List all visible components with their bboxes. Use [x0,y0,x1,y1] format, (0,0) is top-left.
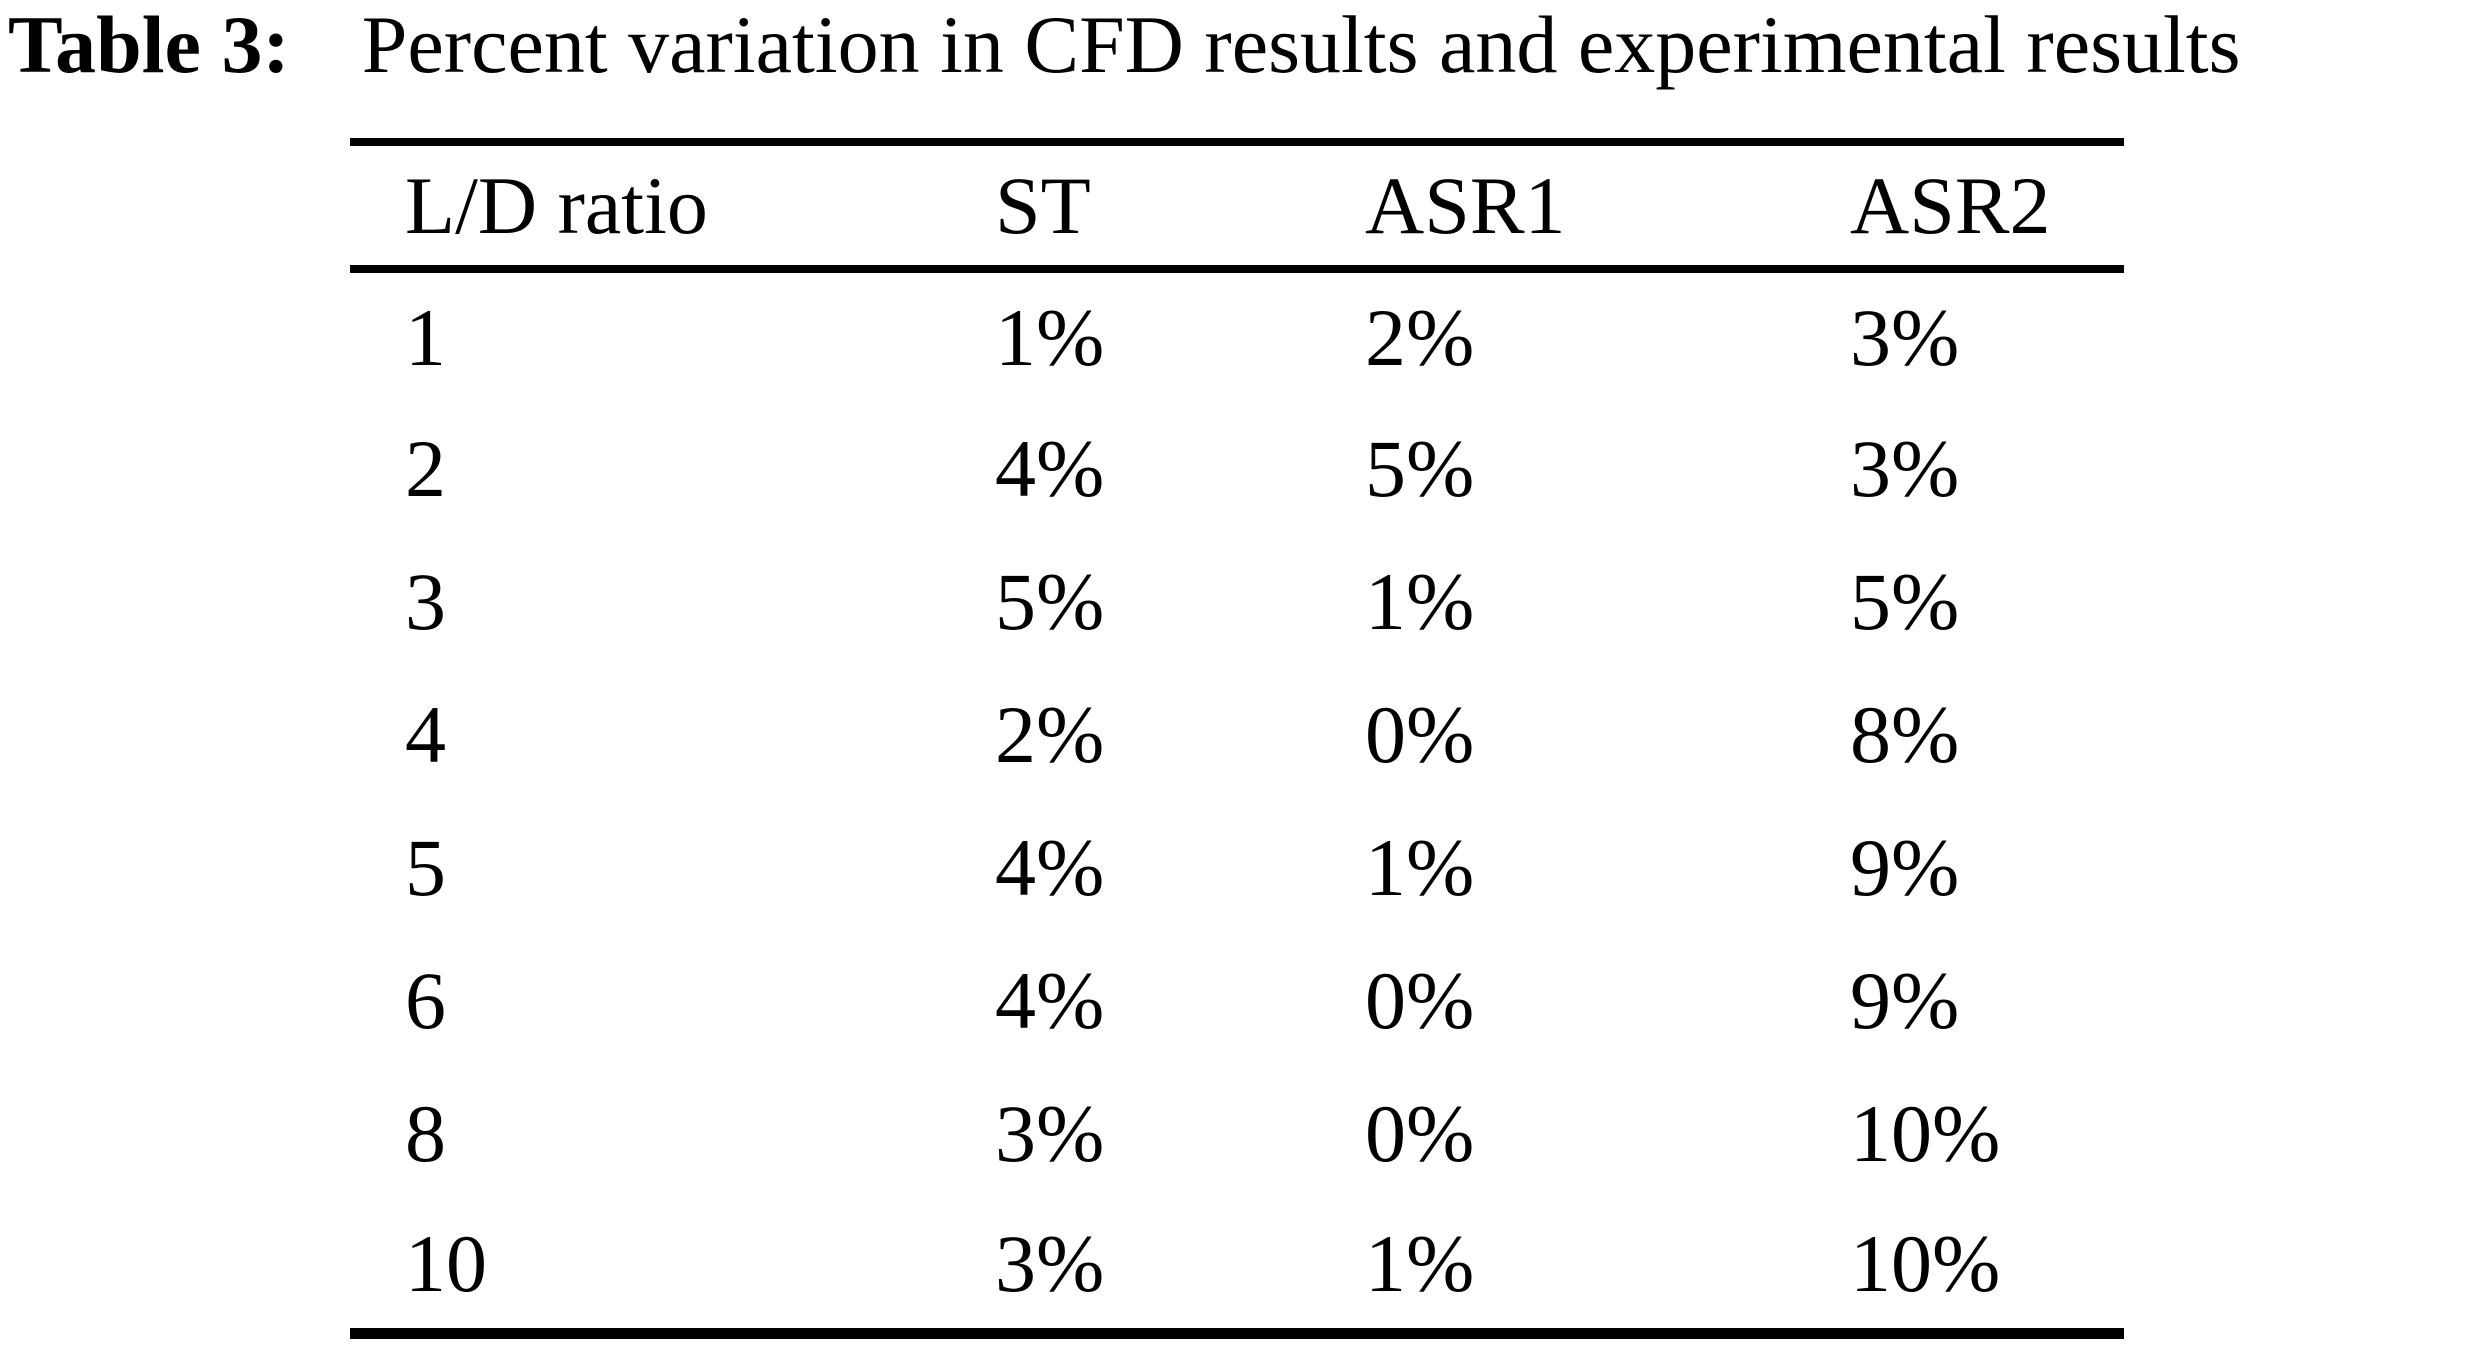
cell-asr1: 1% [1365,555,1475,647]
table-row: 5 4% 1% 9% [350,801,2124,934]
column-header-ld-ratio: L/D ratio [350,138,995,273]
table-row: 3 5% 1% 5% [350,535,2124,668]
table-caption: Table 3: Percent variation in CFD results… [8,0,2240,97]
cell-st: 2% [995,688,1105,780]
cell-asr1: 0% [1365,688,1475,780]
table-row: 1 1% 2% 3% [350,269,2124,402]
cell-asr2: 9% [1850,954,1960,1046]
cell-st: 5% [995,555,1105,647]
cell-asr1: 1% [1365,1217,1475,1309]
table-row: 2 4% 5% 3% [350,402,2124,535]
column-header-st: ST [995,138,1365,273]
cell-ld-ratio: 10 [405,1217,487,1309]
column-header-asr2: ASR2 [1850,138,2124,273]
cell-st: 4% [995,821,1105,913]
cell-ld-ratio: 4 [405,688,446,780]
cell-ld-ratio: 8 [405,1087,446,1179]
column-header-asr1: ASR1 [1365,138,1850,273]
cell-ld-ratio: 5 [405,821,446,913]
table-header-row: L/D ratio ST ASR1 ASR2 [350,138,2124,273]
table-row: 4 2% 0% 8% [350,668,2124,801]
cell-asr1: 5% [1365,422,1475,514]
cell-ld-ratio: 2 [405,422,446,514]
cell-ld-ratio: 3 [405,555,446,647]
cell-asr2: 10% [1850,1087,2001,1179]
cell-ld-ratio: 6 [405,954,446,1046]
table-row: 6 4% 0% 9% [350,934,2124,1067]
cell-asr1: 0% [1365,954,1475,1046]
cell-asr1: 0% [1365,1087,1475,1179]
cell-asr2: 10% [1850,1217,2001,1309]
table-caption-label: Table 3: [8,0,290,90]
cell-st: 1% [995,291,1105,383]
cell-st: 4% [995,422,1105,514]
cell-asr2: 8% [1850,688,1960,780]
cell-st: 3% [995,1217,1105,1309]
cell-asr2: 3% [1850,291,1960,383]
table-row: 10 3% 1% 10% [350,1200,2124,1333]
cell-ld-ratio: 1 [405,291,446,383]
cell-st: 4% [995,954,1105,1046]
table-caption-text: Percent variation in CFD results and exp… [361,0,2241,90]
cell-asr2: 5% [1850,555,1960,647]
cell-st: 3% [995,1087,1105,1179]
cell-asr2: 3% [1850,422,1960,514]
cell-asr1: 2% [1365,291,1475,383]
cell-asr1: 1% [1365,821,1475,913]
table-row: 8 3% 0% 10% [350,1067,2124,1200]
cell-asr2: 9% [1850,821,1960,913]
results-table: L/D ratio ST ASR1 ASR2 1 1% 2% 3% 2 4% 5… [350,138,2124,1339]
